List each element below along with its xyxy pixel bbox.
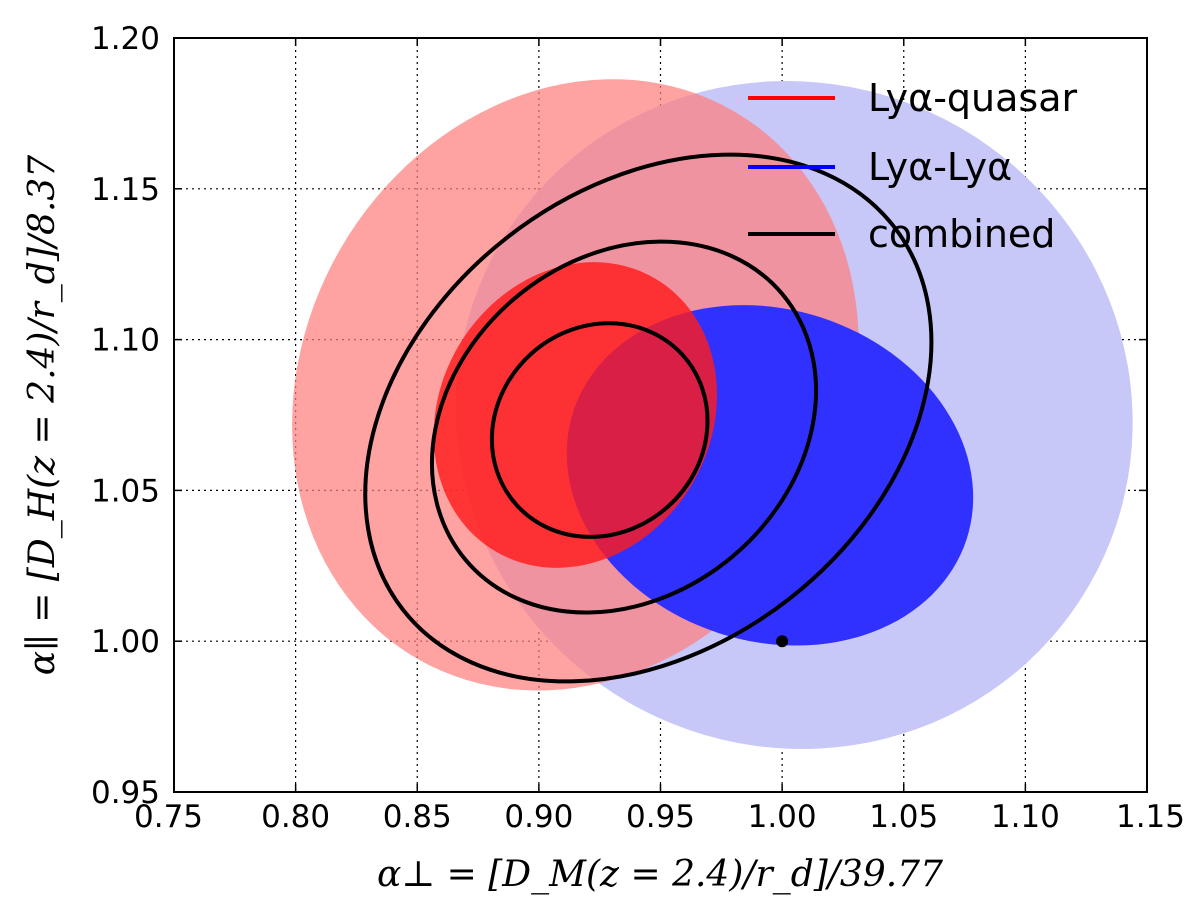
ticks-layer: 0.75 0.80 0.85 0.90 0.95 1.00 1.05 1.10 1.15 0.95… bbox=[91, 21, 1185, 835]
y-tick-label: 1.15 bbox=[91, 172, 160, 208]
x-tick-label: 1.00 bbox=[748, 799, 817, 835]
combined-contour-68 bbox=[489, 321, 710, 539]
x-tick-label: 0.90 bbox=[504, 799, 573, 835]
points-layer bbox=[776, 635, 789, 648]
x-tick-label: 0.80 bbox=[261, 799, 330, 835]
y-tick-label: 0.95 bbox=[91, 775, 160, 811]
x-axis-label: α⊥ = [D_M(z = 2.4)/r_d]/39.77 bbox=[377, 854, 943, 895]
x-tick-label: 0.75 bbox=[134, 799, 203, 835]
legend: Lyα-quasar Lyα-Lyα combined bbox=[748, 76, 1078, 256]
legend-label-combined: combined bbox=[868, 212, 1055, 256]
combined-contour-99 bbox=[363, 152, 934, 684]
x-tick-label: 1.05 bbox=[869, 799, 938, 835]
y-tick-label: 1.10 bbox=[91, 323, 160, 359]
fiducial-point bbox=[776, 635, 789, 648]
y-axis-label: α∥ = [D_H(z = 2.4)/r_d]/8.37 bbox=[22, 155, 63, 675]
legend-label-lya-lya: Lyα-Lyα bbox=[868, 145, 1012, 189]
x-tick-label: 1.15 bbox=[1116, 799, 1185, 835]
x-tick-label: 0.85 bbox=[383, 799, 452, 835]
combined-contours bbox=[363, 152, 934, 684]
x-tick-label: 0.95 bbox=[626, 799, 695, 835]
y-tick-label: 1.05 bbox=[91, 473, 160, 509]
confidence-regions bbox=[292, 79, 1133, 749]
y-tick-label: 1.20 bbox=[91, 21, 160, 57]
legend-label-lya-quasar: Lyα-quasar bbox=[868, 76, 1078, 120]
x-tick-label: 1.10 bbox=[991, 799, 1060, 835]
y-tick-label: 1.00 bbox=[91, 624, 160, 660]
combined-contour-95 bbox=[429, 239, 819, 615]
